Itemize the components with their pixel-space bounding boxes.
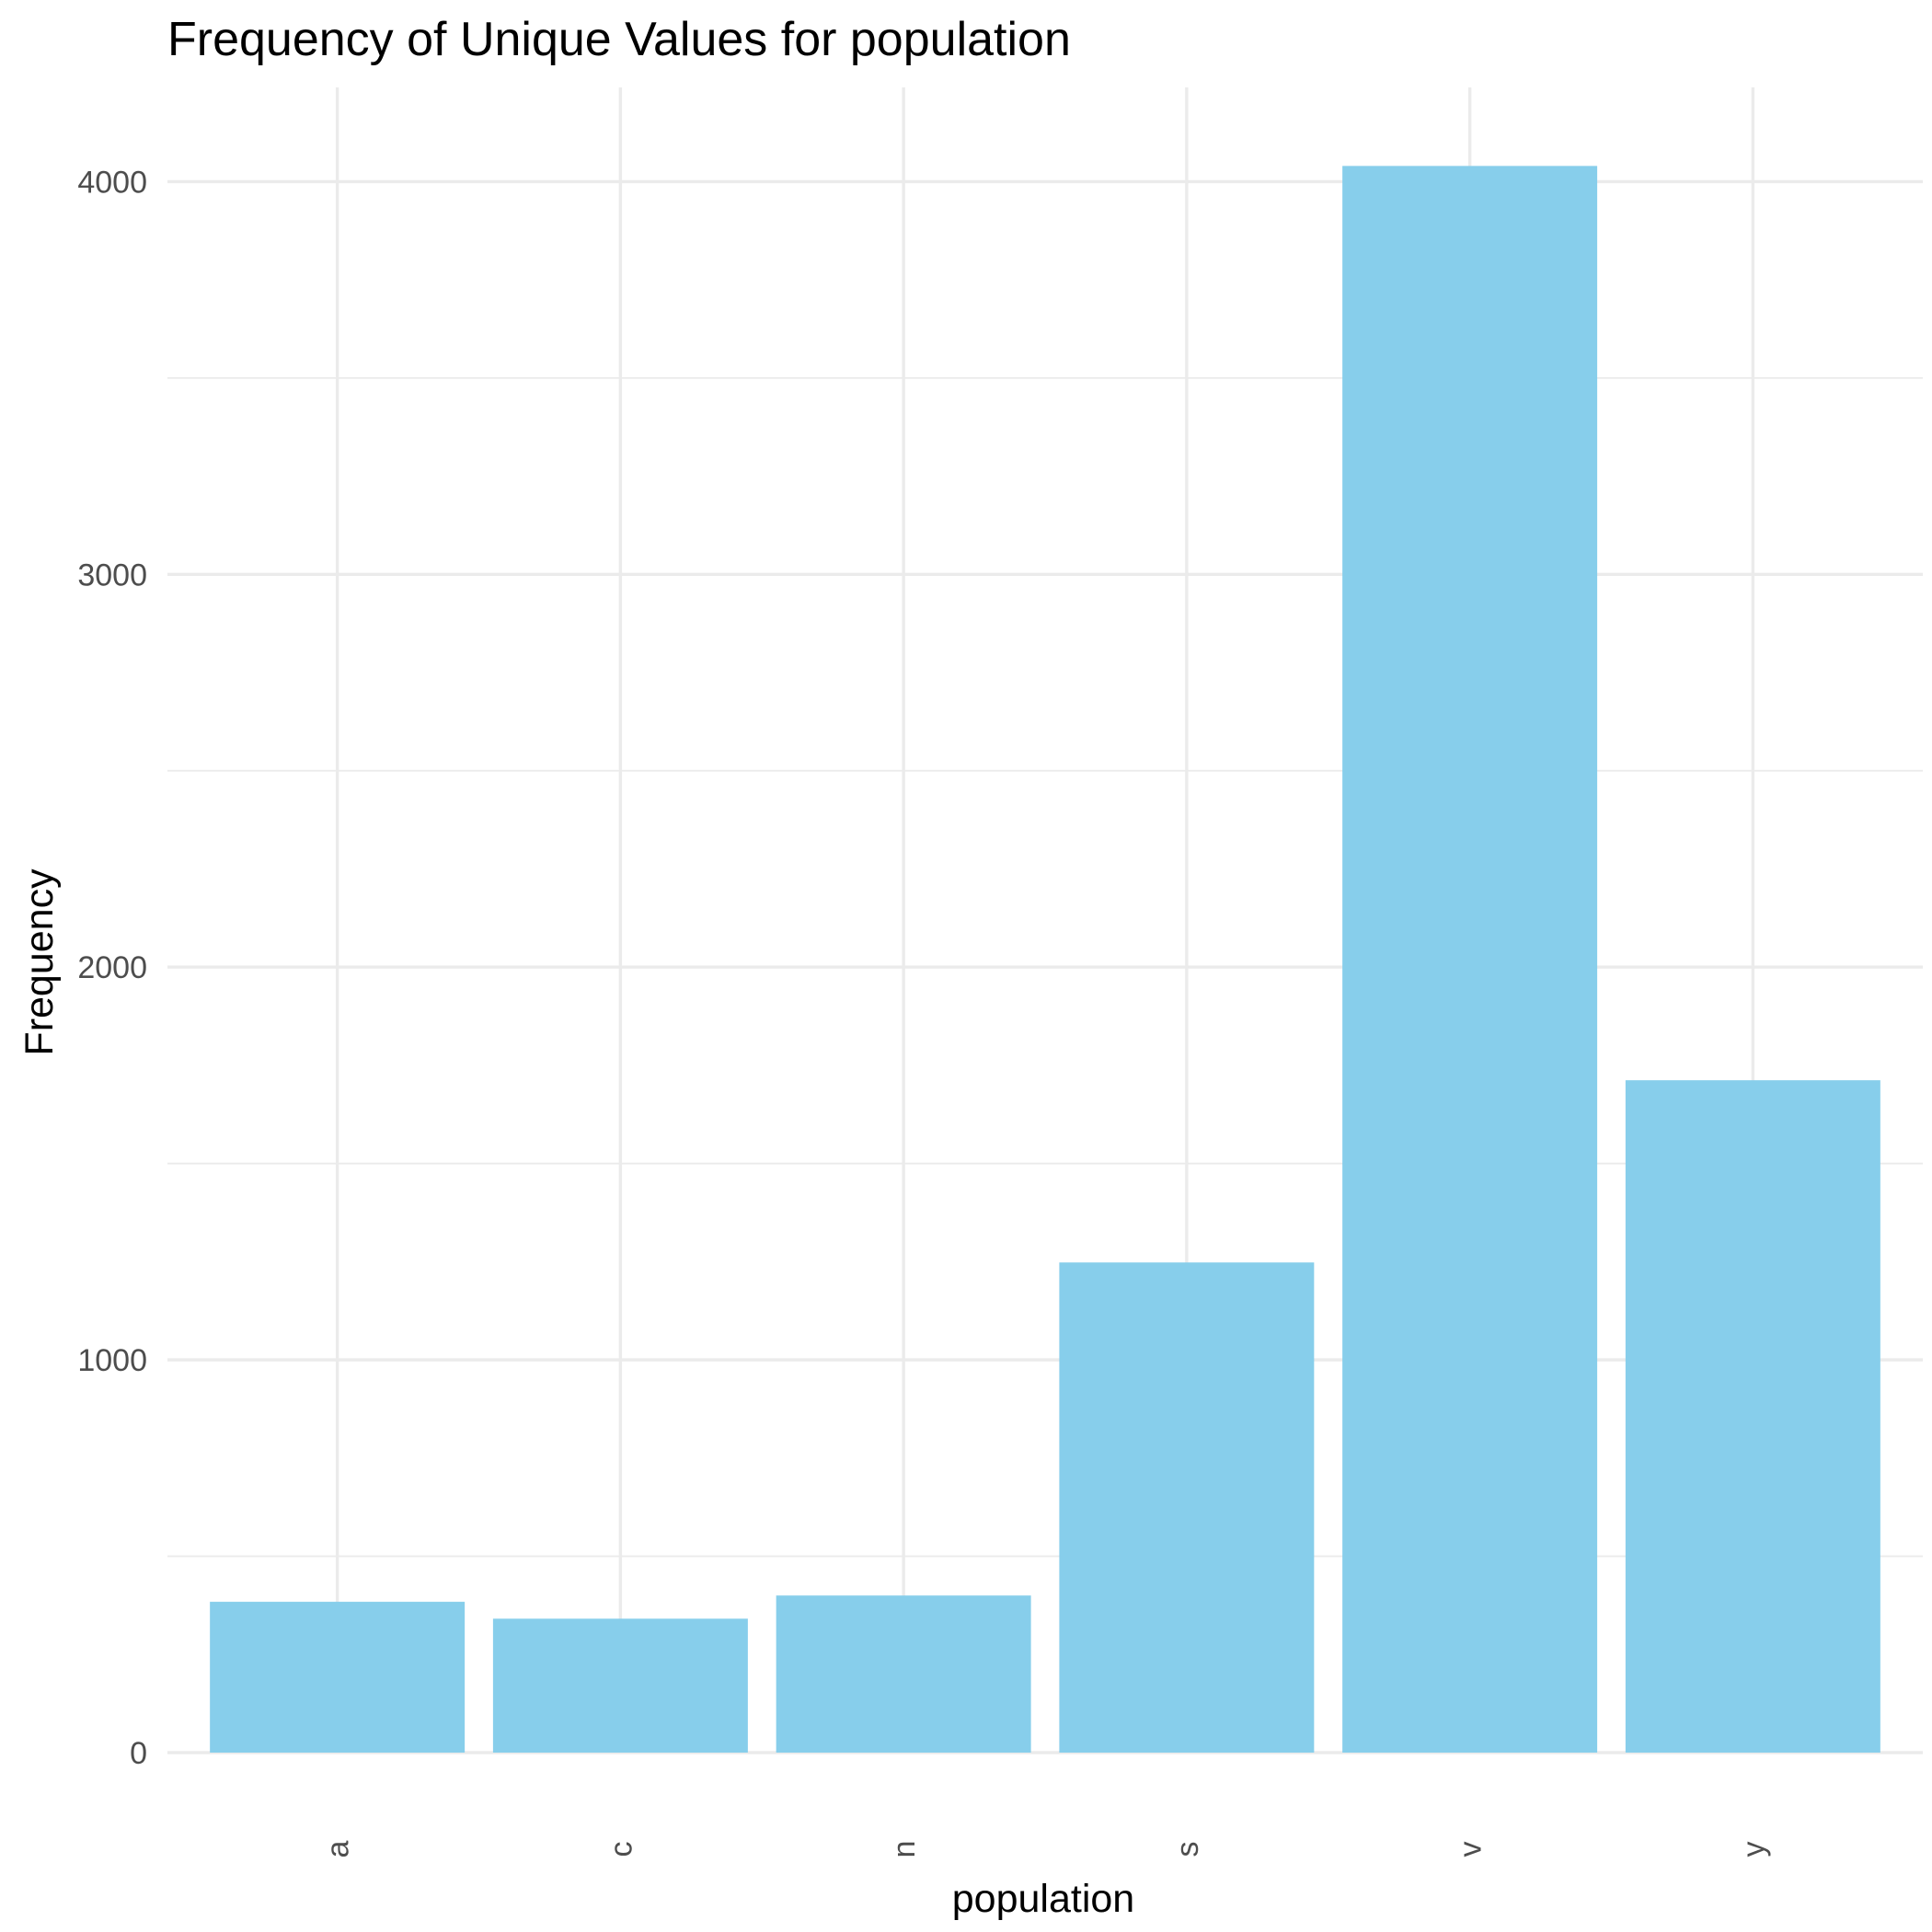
chart-title: Frequency of Unique Values for populatio… <box>167 13 1071 66</box>
y-tick-label: 3000 <box>77 558 147 592</box>
x-tick-label: s <box>1170 1842 1205 1857</box>
x-tick-label: y <box>1736 1842 1771 1857</box>
x-tick-label: n <box>887 1841 922 1858</box>
y-tick-label: 2000 <box>77 950 147 985</box>
bar-n <box>776 1595 1031 1753</box>
bar-y <box>1625 1080 1880 1753</box>
bar-s <box>1059 1262 1315 1753</box>
y-tick-label: 4000 <box>77 165 147 200</box>
x-tick-label: c <box>604 1842 638 1857</box>
bar-a <box>210 1602 466 1753</box>
bars <box>210 166 1880 1754</box>
y-axis-title: Frequency <box>17 868 62 1056</box>
bar-v <box>1342 166 1598 1754</box>
x-tick-label: v <box>1454 1842 1489 1857</box>
y-axis-tick-labels: 0 1000 2000 3000 4000 <box>77 165 147 1771</box>
bar-c <box>492 1618 748 1753</box>
y-tick-label: 0 <box>130 1736 147 1771</box>
y-tick-label: 1000 <box>77 1343 147 1378</box>
x-tick-label: a <box>321 1840 356 1857</box>
x-axis-title: population <box>952 1877 1134 1921</box>
